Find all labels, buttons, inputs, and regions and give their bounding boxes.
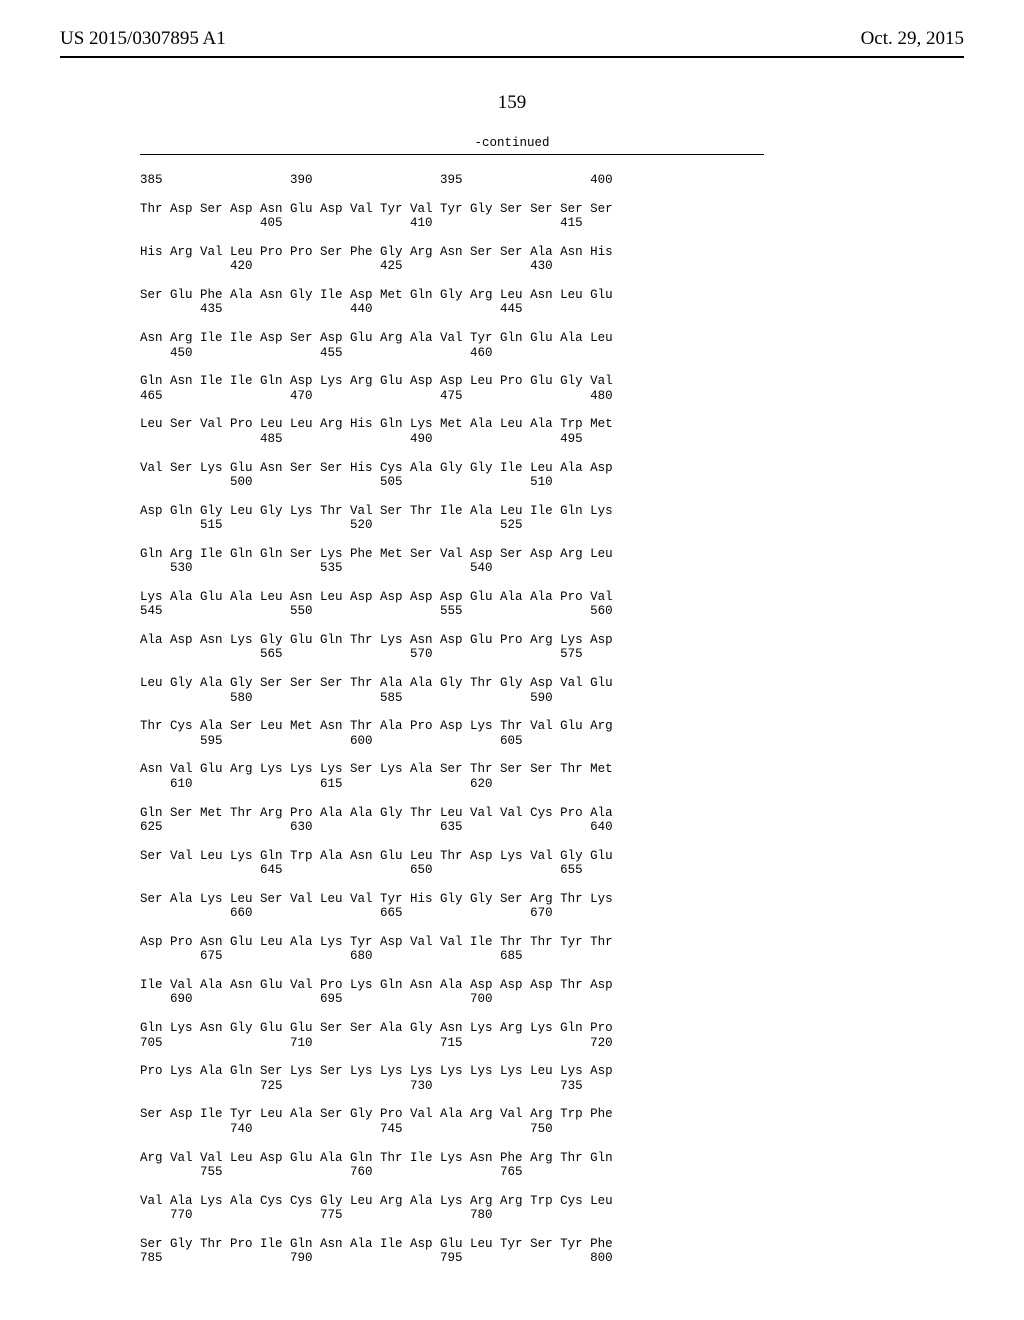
inner-rule (140, 154, 764, 155)
page-container: US 2015/0307895 A1 Oct. 29, 2015 159 -co… (0, 0, 1024, 1306)
page-number: 159 (60, 92, 964, 114)
header-left: US 2015/0307895 A1 (60, 28, 226, 50)
header-rule (60, 56, 964, 58)
continued-label: -continued (60, 136, 964, 150)
sequence-listing: 385 390 395 400 Thr Asp Ser Asp Asn Glu … (140, 173, 964, 1266)
header-right: Oct. 29, 2015 (861, 28, 964, 50)
page-header: US 2015/0307895 A1 Oct. 29, 2015 (60, 28, 964, 50)
